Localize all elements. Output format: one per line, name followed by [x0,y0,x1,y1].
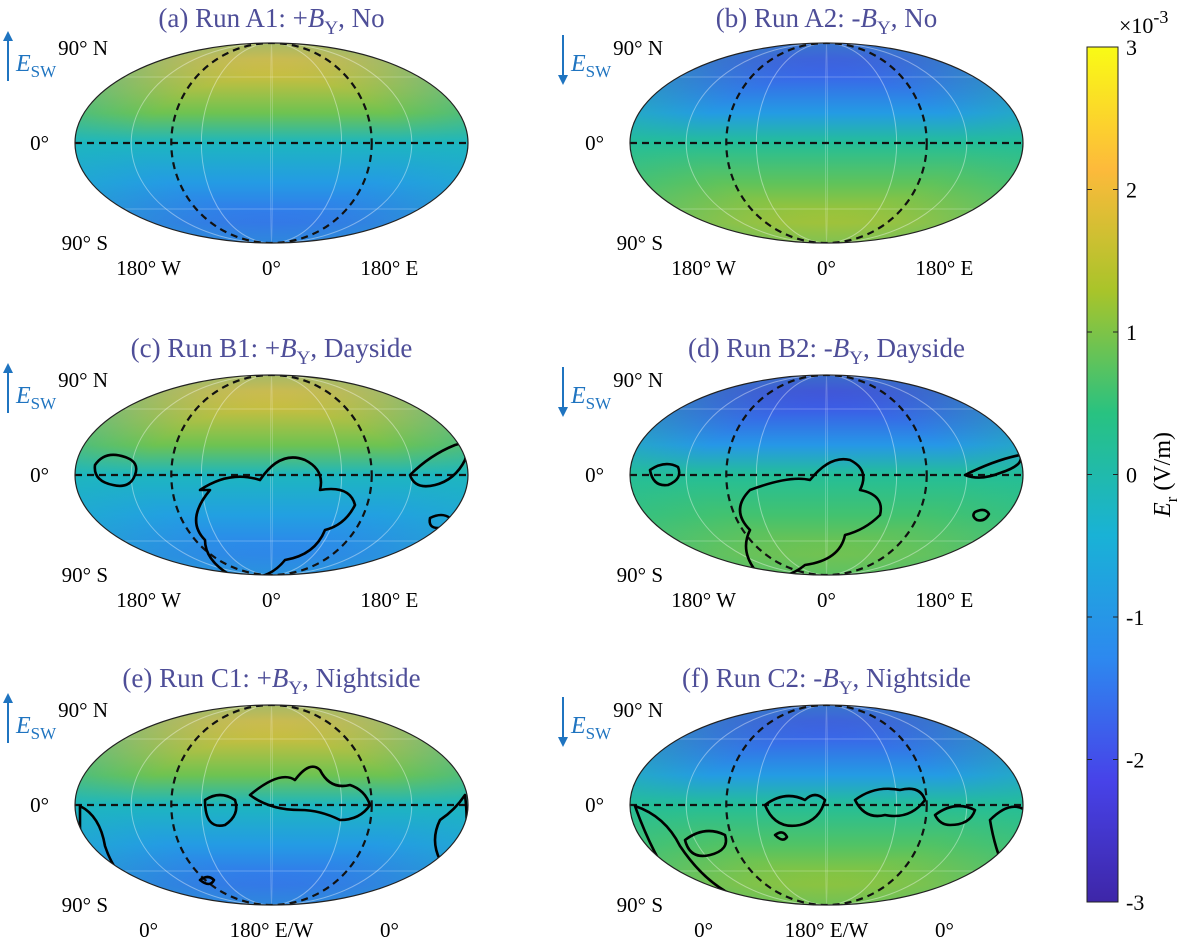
lat-label-south: 90° S [617,893,663,917]
panel-title-a: (a) Run A1: +BY, No [158,3,384,39]
panel-f: (f) Run C2: -BY, Nightside 90° N 0° 90° S 0°… [558,663,1024,940]
esw-label: ESW [570,713,612,743]
map-outline [629,704,1024,906]
contour-line [773,831,789,841]
lat-label-equator: 0° [585,131,604,155]
lon-label: 180° E/W [785,918,869,940]
lat-label-south: 90° S [62,893,108,917]
colorbar-tick-label: -3 [1126,890,1144,915]
colorbar-tick-label: 2 [1126,178,1137,203]
lat-label-equator: 0° [585,463,604,487]
lat-label-north: 90° N [58,368,108,392]
contour-line [963,453,1023,479]
contour-line [194,456,357,576]
contour-line [738,457,883,576]
contour-line [763,793,827,828]
colorbar-label: Er (V/m) [1150,432,1181,518]
colorbar-exponent: ×10-3 [1119,7,1168,38]
lat-label-north: 90° N [613,698,663,722]
lat-label-north: 90° N [58,698,108,722]
colorbar-tick-label: 0 [1126,463,1137,488]
lon-label: 180° E [360,588,418,612]
lon-label: 0° [380,918,399,940]
lon-label: 180° W [671,588,736,612]
contour-line [853,787,927,818]
lon-label: 0° [139,918,158,940]
map-outline [74,42,469,244]
contour-line [198,875,216,886]
esw-arrow-up [3,693,13,743]
panel-title-c: (c) Run B1: +BY, Dayside [131,333,413,369]
colorbar-tick-label: -1 [1126,605,1144,630]
panel-title-f: (f) Run C2: -BY, Nightside [682,663,971,699]
lat-label-north: 90° N [613,36,663,60]
lat-label-equator: 0° [30,131,49,155]
lat-label-equator: 0° [585,793,604,817]
contour-line [933,804,977,827]
panel-title-d: (d) Run B2: -BY, Dayside [688,333,965,369]
map-outline [74,374,469,576]
panel-d: (d) Run B2: -BY, Dayside 90° N 0° 90° S 180°… [558,333,1024,612]
contour-line [203,793,238,827]
esw-arrow-down [558,35,568,85]
esw-arrow-down [558,367,568,417]
lat-label-south: 90° S [62,231,108,255]
colorbar-gradient [1086,46,1119,903]
lon-label: 180° W [116,588,181,612]
lon-label: 0° [262,256,281,280]
esw-label: ESW [570,383,612,413]
panel-e: (e) Run C1: +BY, Nightside 90° N 0° 90° S 0°… [3,663,469,940]
panel-title-e: (e) Run C1: +BY, Nightside [122,663,420,699]
contour-line [972,508,991,522]
esw-label: ESW [570,51,612,81]
colorbar: -3 -2 -1 0 1 2 3×10-3 Er (V/m) [1086,7,1181,915]
map-panels: (a) Run A1: +BY, No 90° N 0° 90° S 180° W 0° 1… [3,3,1024,940]
esw-arrow-up [3,31,13,81]
lon-label: 180° W [671,256,736,280]
panel-a: (a) Run A1: +BY, No 90° N 0° 90° S 180° W 0° 1… [3,3,469,280]
esw-arrow-down [558,697,568,747]
panel-title-b: (b) Run A2: -BY, No [716,3,937,39]
lon-label: 0° [694,918,713,940]
lat-label-equator: 0° [30,793,49,817]
esw-label: ESW [15,51,57,81]
lon-label: 180° E [360,256,418,280]
lon-label: 0° [817,588,836,612]
map-outline [74,704,469,906]
lat-label-south: 90° S [617,563,663,587]
contour-line [683,829,728,858]
contours-d [648,453,1023,576]
esw-label: ESW [15,383,57,413]
lon-label: 180° E [915,588,973,612]
contour-line [408,442,468,488]
map-outline [629,42,1024,244]
contour-line [93,453,138,488]
colorbar-tick-label: 1 [1126,320,1137,345]
lon-label: 180° W [116,256,181,280]
lat-label-north: 90° N [613,368,663,392]
lon-label: 0° [817,256,836,280]
lon-label: 0° [262,588,281,612]
lon-label: 180° E [915,256,973,280]
contour-line [248,765,372,822]
lat-label-north: 90° N [58,36,108,60]
colorbar-tick-label: 3 [1126,35,1137,60]
lon-label: 0° [935,918,954,940]
lon-label: 180° E/W [230,918,314,940]
panel-b: (b) Run A2: -BY, No 90° N 0° 90° S 180° W 0° 1… [558,3,1024,280]
lat-label-south: 90° S [62,563,108,587]
panel-c: (c) Run B1: +BY, Dayside 90° N 0° 90° S 180°… [3,333,469,612]
esw-arrow-up [3,363,13,413]
esw-label: ESW [15,713,57,743]
map-outline [629,374,1024,576]
lat-label-equator: 0° [30,463,49,487]
contour-line [648,462,681,487]
colorbar-tick-label: -2 [1126,748,1144,773]
lat-label-south: 90° S [617,231,663,255]
